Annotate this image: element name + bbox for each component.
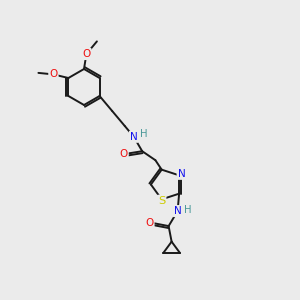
Text: S: S — [158, 196, 165, 206]
Text: H: H — [184, 205, 192, 214]
Text: N: N — [130, 132, 138, 142]
Text: O: O — [82, 49, 91, 59]
Text: N: N — [174, 206, 182, 216]
Text: O: O — [145, 218, 154, 228]
Text: H: H — [140, 129, 147, 139]
Text: O: O — [119, 148, 128, 159]
Text: N: N — [178, 169, 185, 179]
Text: O: O — [49, 69, 58, 80]
